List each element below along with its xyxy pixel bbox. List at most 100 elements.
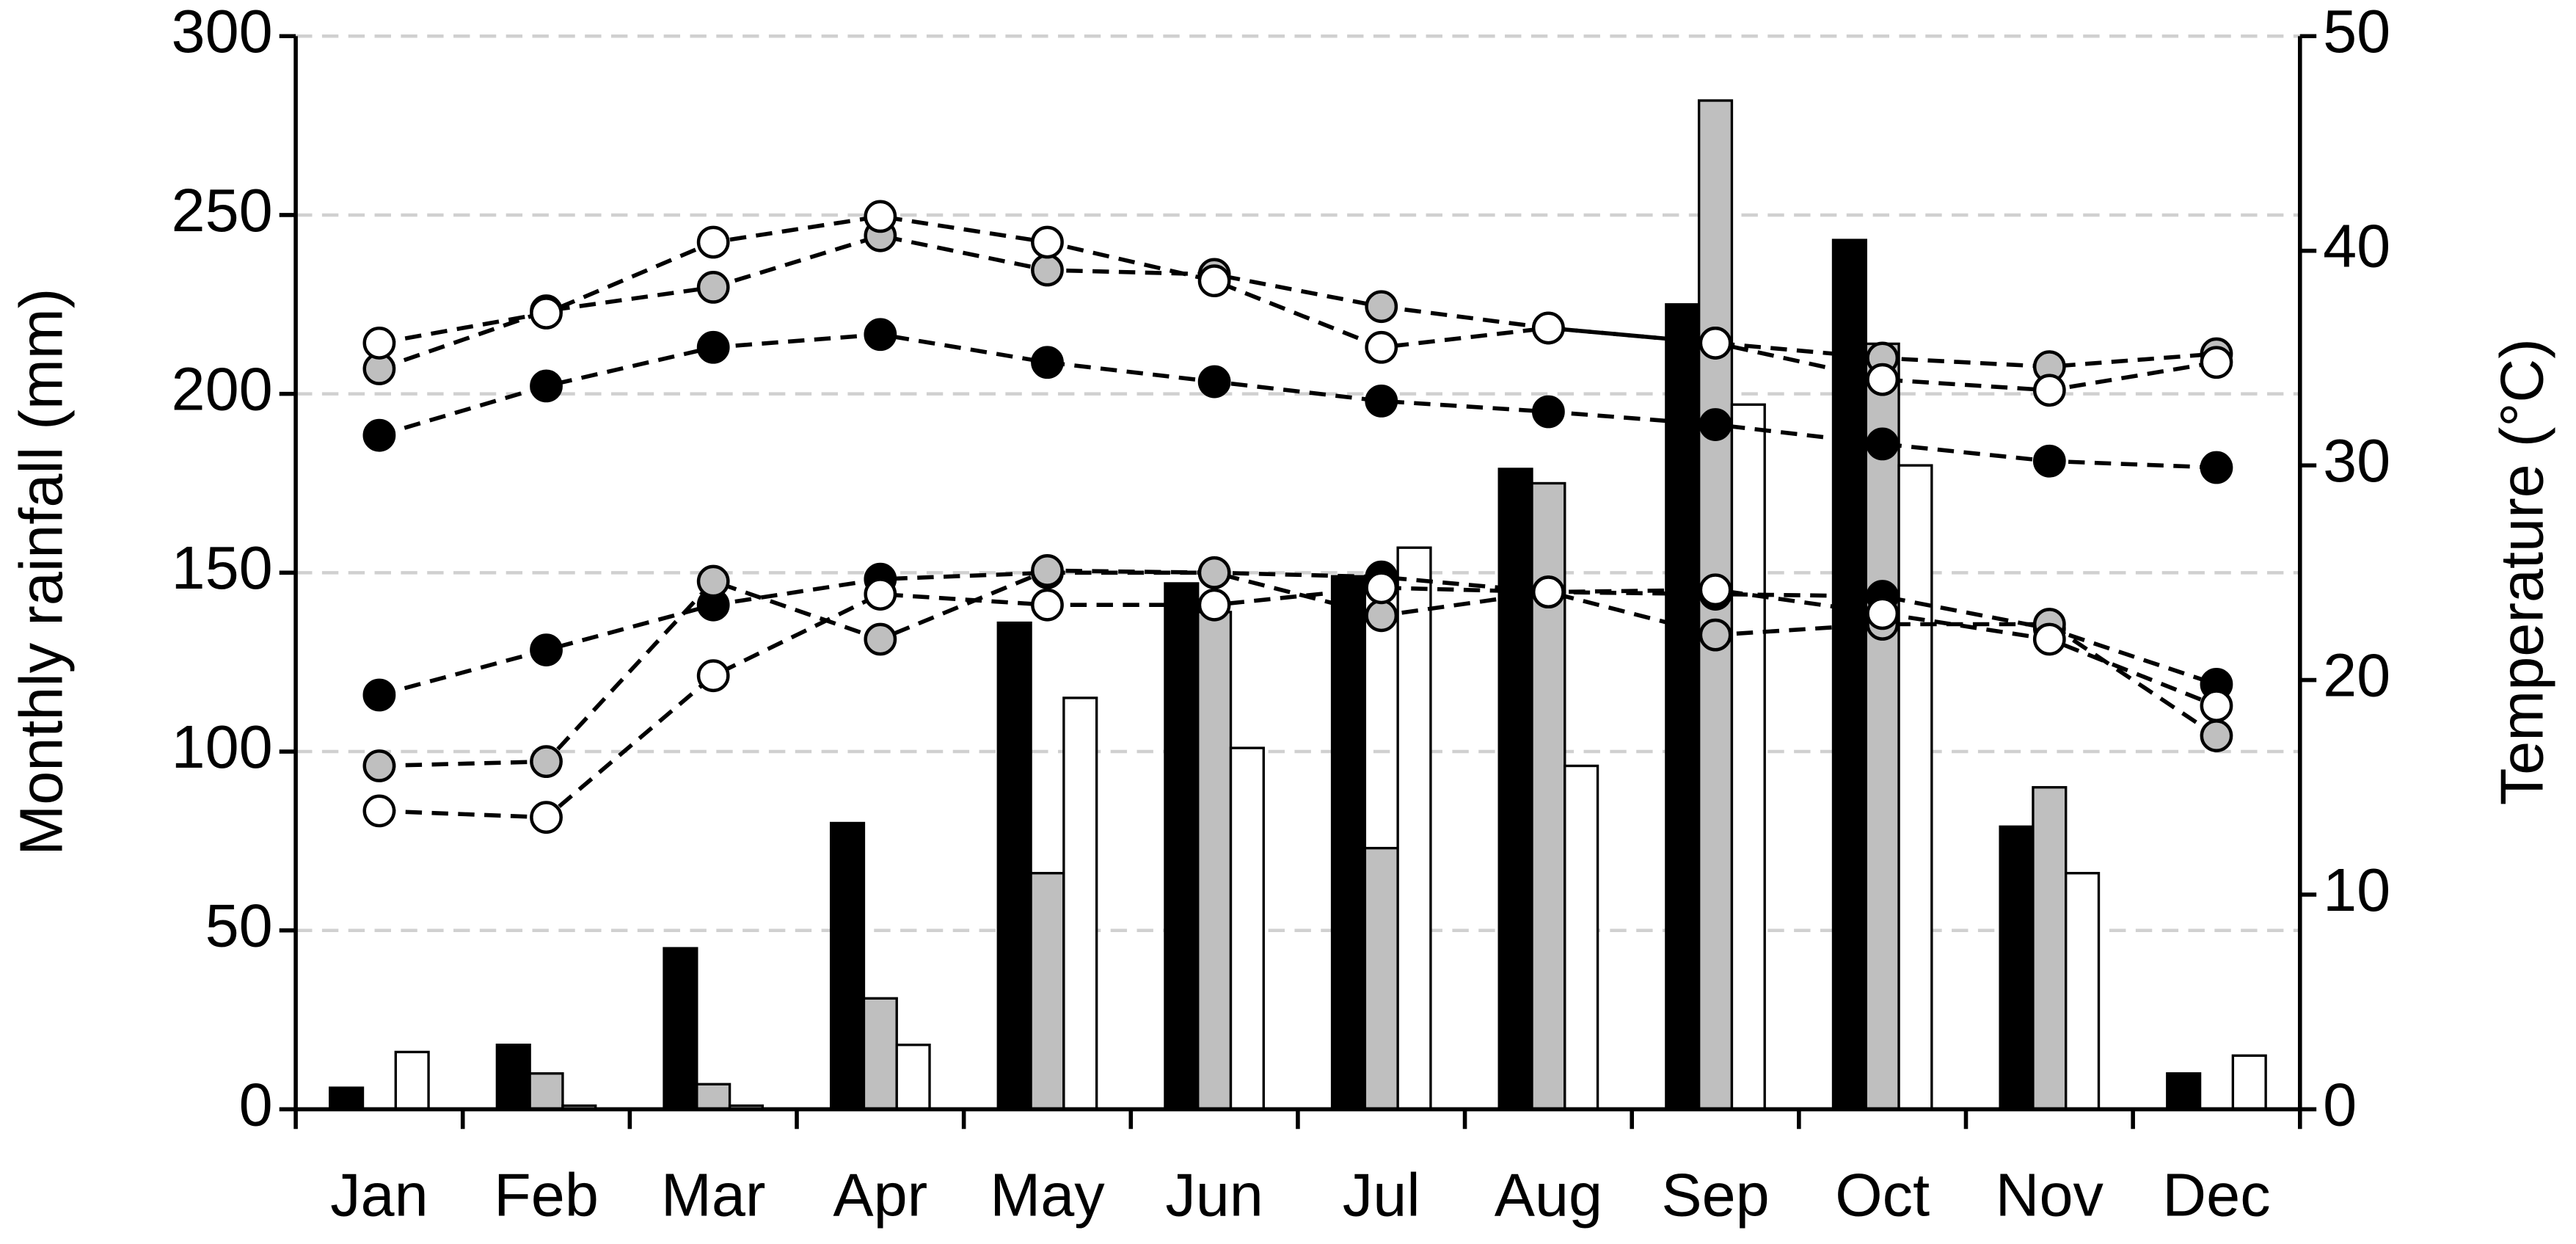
bar <box>329 1086 365 1111</box>
temperature-marker <box>362 678 396 712</box>
bar <box>1330 575 1367 1111</box>
x-tick-label: Mar <box>661 1160 766 1229</box>
bar <box>1497 468 1533 1111</box>
temperature-marker <box>1031 554 1064 587</box>
x-tick-label: Aug <box>1495 1160 1602 1229</box>
bar <box>895 1043 931 1111</box>
temperature-marker <box>530 745 563 779</box>
temperature-marker <box>1532 311 1565 345</box>
y2-tick-label: 0 <box>2323 1070 2357 1138</box>
temperature-marker <box>1866 427 1900 461</box>
temperature-marker <box>1365 571 1398 605</box>
temperature-line <box>379 568 2218 768</box>
y2-axis-label: Temperature (°C) <box>2488 338 2556 805</box>
y2-tick-label: 50 <box>2323 0 2390 65</box>
temperature-line <box>379 570 2217 697</box>
temperature-marker <box>864 578 897 611</box>
temperature-marker <box>2200 719 2233 752</box>
y-tick-label: 100 <box>172 713 273 781</box>
temperature-marker <box>530 369 563 403</box>
x-tick-label: Oct <box>1835 1160 1930 1229</box>
x-tick-label: Jul <box>1343 1160 1420 1229</box>
temperature-line <box>379 332 2217 470</box>
bar <box>2166 1072 2202 1111</box>
temperature-marker <box>1866 363 1900 396</box>
bar <box>696 1083 731 1111</box>
temperature-marker <box>2032 374 2066 407</box>
y-tick-label: 300 <box>172 0 273 65</box>
temperature-marker <box>362 794 396 828</box>
temperature-marker <box>1031 346 1064 379</box>
x-tick-label: Jan <box>330 1160 428 1229</box>
temperature-marker <box>1532 395 1565 429</box>
temperature-marker <box>1031 225 1064 259</box>
temperature-marker <box>362 749 396 782</box>
temperature-marker <box>1197 264 1231 298</box>
bar <box>1062 696 1098 1111</box>
temperature-marker <box>1031 253 1064 287</box>
temperature-line <box>379 585 2218 820</box>
y-axis-label: Monthly rainfall (mm) <box>7 288 76 856</box>
temperature-marker <box>1197 556 1231 589</box>
y2-tick-label: 20 <box>2323 641 2390 709</box>
temperature-marker <box>1866 597 1900 630</box>
y-tick-label: 150 <box>172 534 273 602</box>
bar <box>1665 303 1701 1111</box>
bar <box>2032 786 2068 1111</box>
bar <box>495 1043 531 1111</box>
x-tick-label: Jun <box>1165 1160 1263 1229</box>
temperature-marker <box>2200 451 2233 484</box>
y-tick-label: 0 <box>239 1070 273 1138</box>
temperature-marker <box>864 622 897 656</box>
y-tick-label: 50 <box>205 892 273 960</box>
y2-tick-label: 10 <box>2323 856 2390 924</box>
temperature-marker <box>1365 330 1398 364</box>
bar <box>528 1072 564 1111</box>
temperature-marker <box>2200 689 2233 723</box>
temperature-marker <box>1365 290 1398 324</box>
bar <box>1164 582 1200 1111</box>
temperature-marker <box>1699 408 1732 441</box>
bar <box>2065 872 2101 1111</box>
temperature-marker <box>1699 327 1732 360</box>
temperature-marker <box>2032 622 2066 656</box>
bar <box>996 621 1032 1111</box>
temperature-marker <box>530 801 563 834</box>
bar <box>829 821 866 1111</box>
bar <box>663 947 698 1111</box>
temperature-marker <box>530 297 563 330</box>
x-tick-label: Sep <box>1661 1160 1769 1229</box>
bar <box>2231 1054 2267 1111</box>
bar <box>1029 872 1065 1111</box>
temperature-marker <box>362 418 396 452</box>
bar <box>1730 403 1766 1111</box>
x-tick-label: Apr <box>833 1160 927 1229</box>
temperature-marker <box>696 330 730 364</box>
temperature-line <box>378 233 2217 371</box>
y-tick-label: 200 <box>172 355 273 423</box>
bar <box>1396 546 1432 1111</box>
x-tick-label: Dec <box>2162 1160 2270 1229</box>
bar <box>1564 764 1599 1111</box>
temperature-marker <box>696 271 730 304</box>
y2-tick-label: 30 <box>2323 426 2390 495</box>
temperature-marker <box>1365 599 1398 633</box>
bar <box>394 1050 430 1111</box>
temperature-marker <box>864 318 897 352</box>
temperature-marker <box>696 659 730 693</box>
bar <box>1197 611 1233 1111</box>
bar <box>1363 846 1399 1111</box>
y-tick-label: 250 <box>172 176 273 244</box>
temperature-marker <box>2032 444 2066 478</box>
temperature-marker <box>362 327 396 360</box>
temperature-marker <box>1197 365 1231 399</box>
x-tick-label: May <box>990 1160 1105 1229</box>
bar <box>1999 825 2035 1111</box>
temperature-marker <box>1532 575 1565 609</box>
temperature-marker <box>1197 588 1231 622</box>
temperature-marker <box>696 225 730 259</box>
temperature-marker <box>2200 346 2233 379</box>
temperature-marker <box>864 200 897 233</box>
